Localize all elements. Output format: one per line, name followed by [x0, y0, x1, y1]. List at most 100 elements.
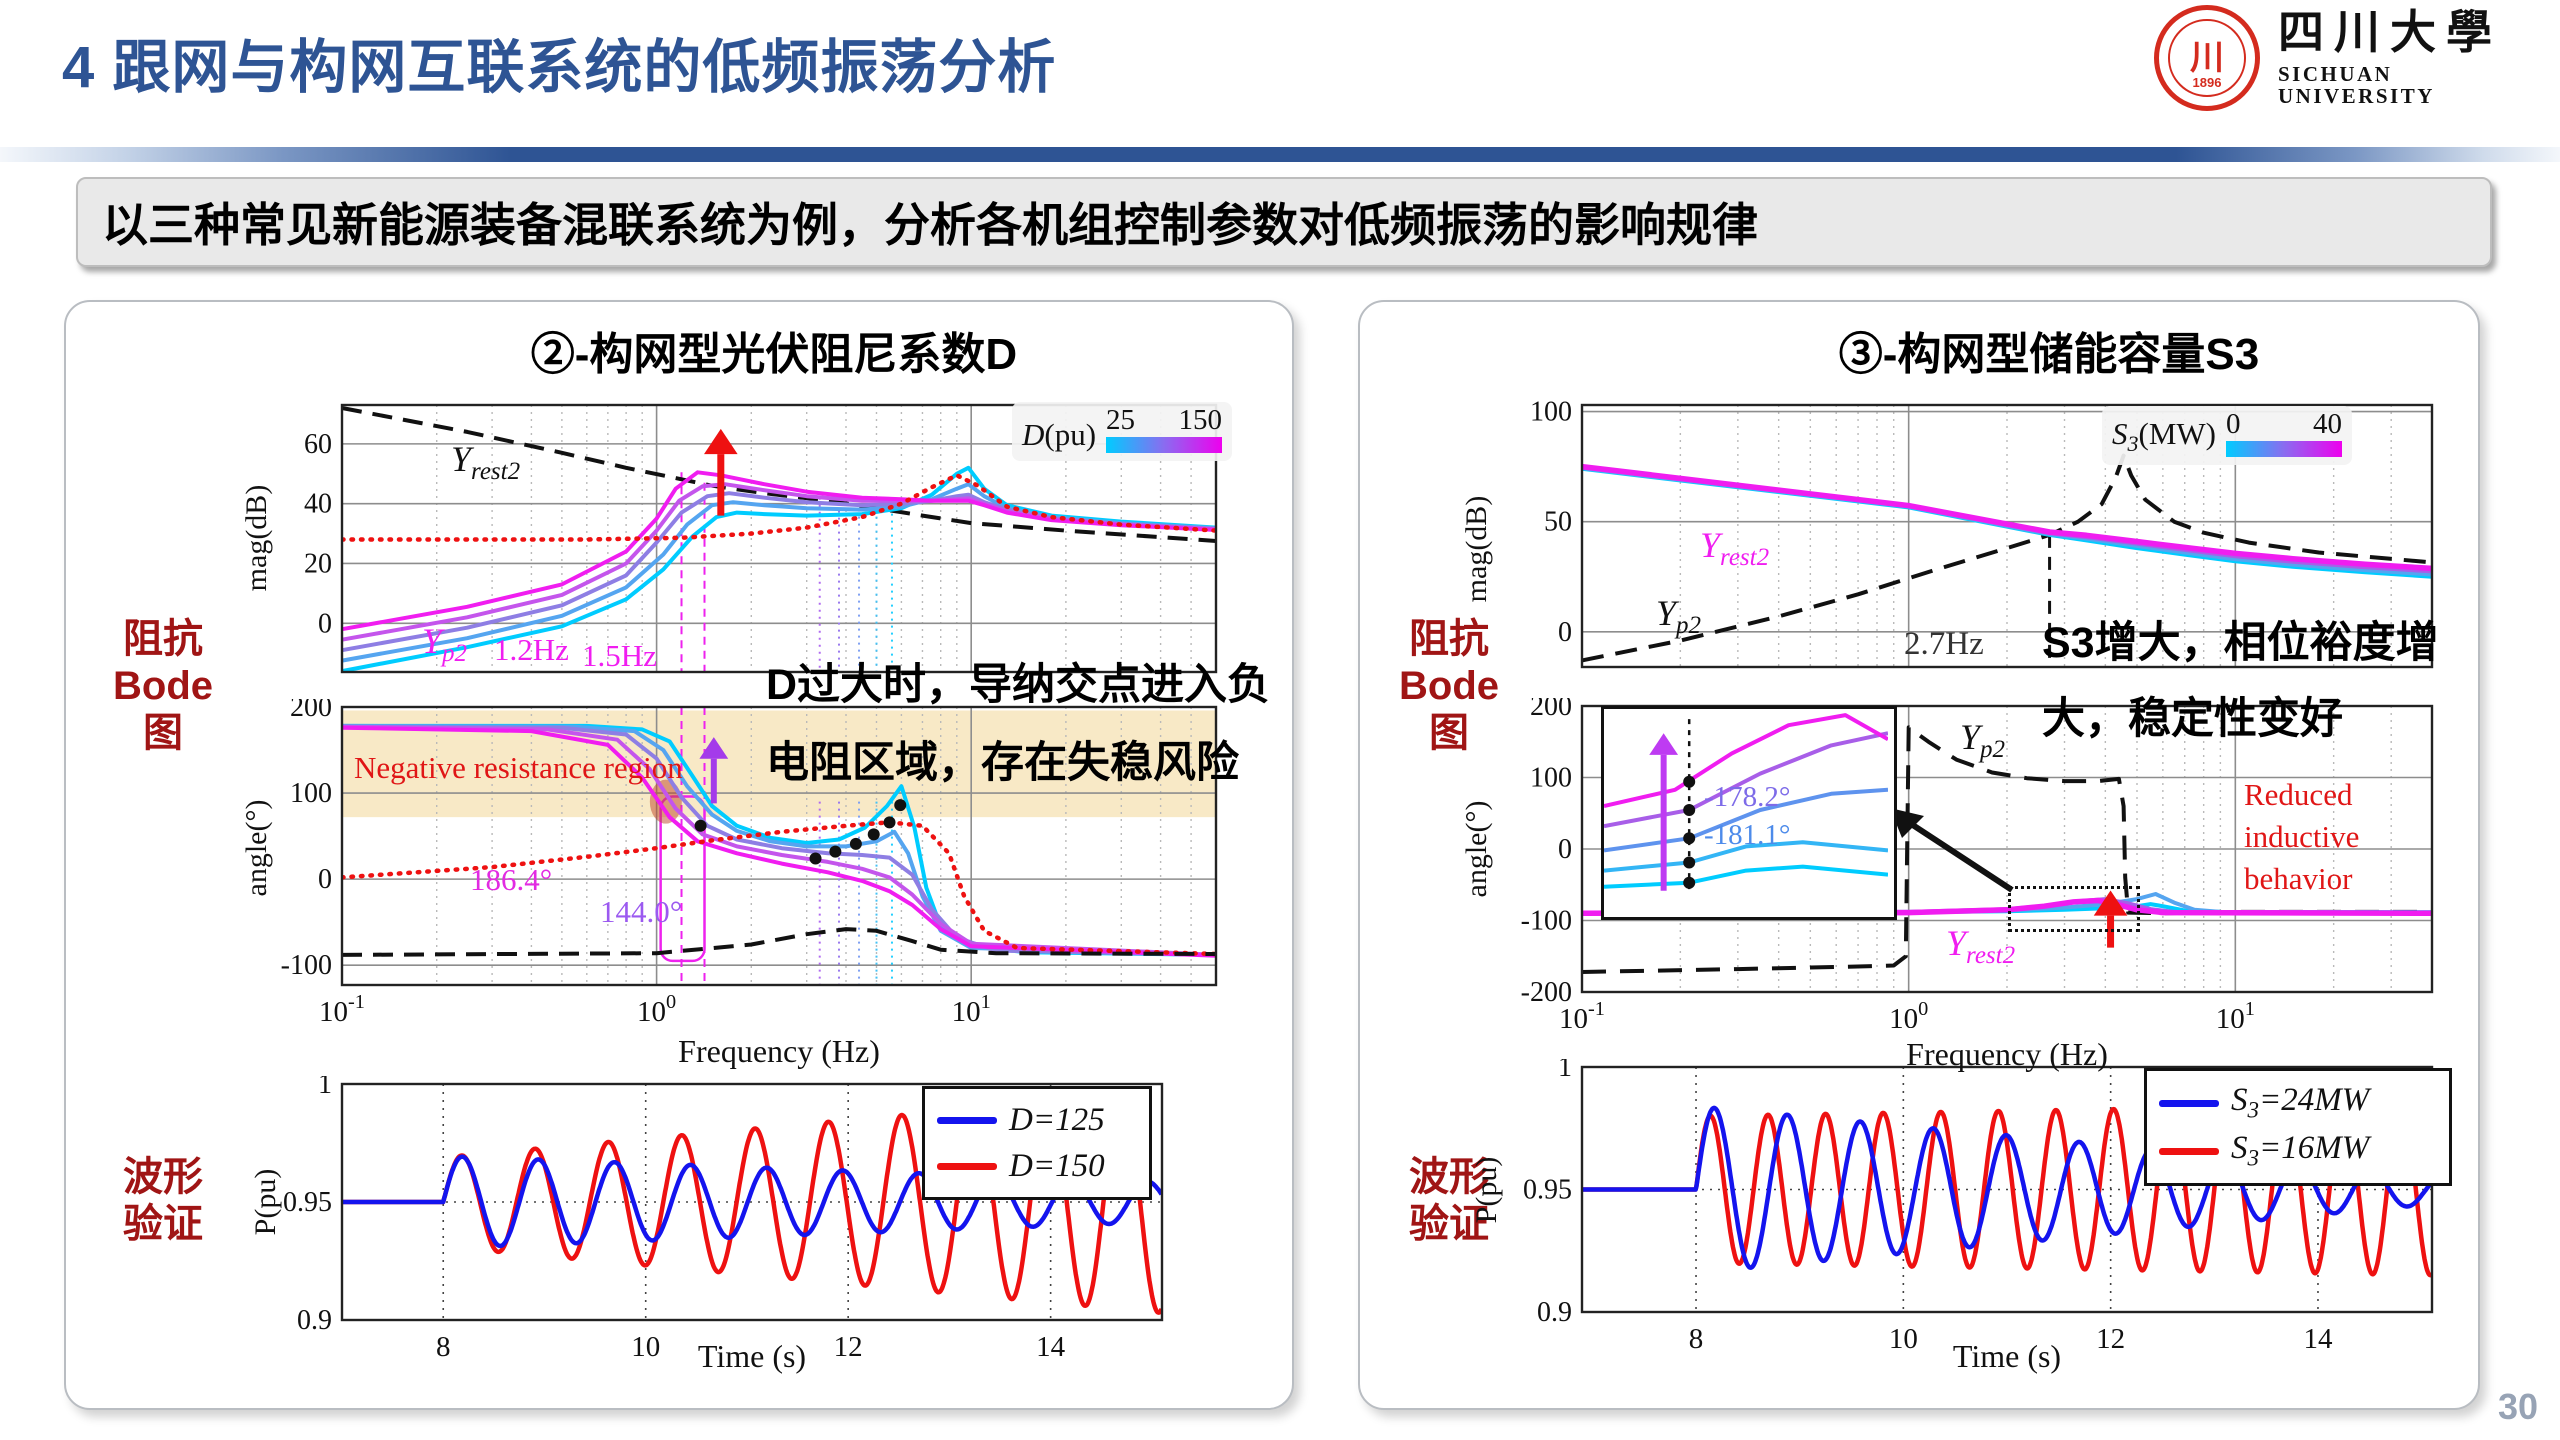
logo-chinese-name: 四川大學	[2278, 6, 2502, 58]
y-tick-label: 40	[304, 489, 332, 520]
university-logo: 川 1896 四川大學 SICHUAN UNIVERSITY	[2154, 5, 2554, 111]
marker-dot	[894, 799, 907, 812]
axes-border	[1580, 403, 2434, 669]
blue-line-swatch	[937, 1116, 997, 1124]
marker-dot	[1683, 775, 1696, 788]
x-tick-label: 100	[1889, 998, 1928, 1028]
left-angle-bode-chart: 200 100 0 -100 10-1 100 101	[281, 699, 1218, 1028]
axes-border	[1580, 1065, 2434, 1314]
right-mag-ylabel: mag(dB)	[1460, 495, 1493, 603]
blue-line-swatch	[2159, 1099, 2219, 1107]
series-red-dotted	[341, 820, 1217, 957]
right-angle-yrest2-label: Yrest2	[1946, 923, 2016, 970]
x-tick-label: 12	[834, 1331, 863, 1363]
x-tick-label: 12	[2096, 1323, 2125, 1355]
inset-deg2-label: -181.1°	[1704, 819, 1791, 851]
zoom-connector-arrow	[1890, 808, 2014, 893]
marker-dot	[883, 816, 896, 829]
y-tick-label: 0.9	[1537, 1297, 1572, 1328]
left-wave-legend: D=125 D=150	[922, 1086, 1152, 1200]
series-D56	[341, 482, 1217, 663]
series-D150-Yp2	[341, 470, 1217, 632]
x-tick-label: 100	[637, 991, 676, 1028]
left-freq2-label: 1.5Hz	[582, 638, 657, 673]
right-colorbar-gradient	[2225, 441, 2342, 457]
right-colorbar-label: S3(MW)	[2112, 415, 2216, 456]
right-wave-xlabel: Time (s)	[1952, 1338, 2062, 1374]
y-tick-label: 60	[304, 429, 332, 460]
y-tick-label: -100	[1521, 906, 1572, 937]
zoom-source-rect	[2008, 886, 2140, 932]
x-tick-label: 10-1	[319, 991, 365, 1028]
red-line-swatch	[937, 1162, 997, 1170]
series-D56	[341, 723, 1217, 957]
marker-dot	[1683, 856, 1696, 869]
left-mag-ylabel: mag(dB)	[240, 484, 273, 592]
left-freq1-label: 1.2Hz	[494, 632, 569, 667]
right-colorbar-max: 40	[2312, 408, 2342, 440]
left-deg1-label: 186.4°	[470, 862, 553, 897]
y-tick-label: 0.9	[297, 1305, 332, 1336]
x-tick-label: 10	[1889, 1323, 1918, 1355]
logo-english-name: SICHUAN UNIVERSITY	[2278, 62, 2435, 109]
x-tick-label: 101	[952, 991, 991, 1028]
left-wave-ylabel: P(pu)	[249, 1168, 282, 1236]
x-tick-label: 8	[436, 1331, 451, 1363]
x-tick-label: 10	[631, 1331, 660, 1363]
arrow-head	[704, 428, 738, 455]
marker-dot	[1683, 876, 1696, 889]
right-wave-ylabel: P(pu)	[1470, 1156, 1503, 1224]
series-S3-40-Yrest2	[1581, 463, 2433, 572]
y-tick-label: 0	[1558, 617, 1572, 648]
axes-border	[1580, 704, 2434, 994]
university-seal-icon: 川 1896	[2154, 5, 2260, 111]
y-tick-label: 100	[290, 778, 332, 809]
series-red-dotted	[341, 473, 1217, 542]
page-title: 4 跟网与构网互联系统的低频振荡分析	[62, 35, 1057, 100]
left-wave-side-label: 波形 验证	[123, 1155, 203, 1247]
left-mag-bode-chart: 60 40 20 0	[304, 403, 1218, 674]
legend-label-d150: D=150	[1009, 1147, 1105, 1184]
y-tick-label: 0	[318, 864, 332, 895]
left-colorbar-gradient	[1106, 437, 1223, 453]
left-colorbar-legend: D(pu) 25 150	[1012, 402, 1233, 461]
negative-resistance-label: Negative resistance region	[354, 750, 683, 785]
marker-dot	[829, 845, 842, 858]
x-tick-label: 101	[2216, 998, 2255, 1028]
reduced-inductive-note: Reduced inductive behavior	[2244, 777, 2360, 896]
logo-text: 四川大學 SICHUAN UNIVERSITY	[2278, 6, 2554, 109]
x-tick-label: 8	[1689, 1323, 1704, 1355]
left-annotation-line2: 电阻区域，存在失稳风险	[766, 739, 1239, 787]
y-tick-label: 200	[1530, 698, 1572, 722]
series-D150	[341, 725, 1217, 958]
right-angle-yp2-label: Yp2	[1960, 717, 2006, 764]
right-annotation-line2: 大，稳定性变好	[2042, 695, 2343, 743]
right-colorbar: 0 40	[2225, 408, 2342, 457]
seal-inner-ring	[2168, 19, 2246, 97]
panel-storage-capacity: ③-构网型储能容量S3 阻抗 Bode 图 波形 验证 100 50 0 200 10…	[1358, 300, 2480, 1410]
left-bode-xlabel: Frequency (Hz)	[678, 1033, 880, 1069]
series-black-dashed	[341, 927, 1217, 957]
arrow-head	[1649, 733, 1679, 755]
right-bode-side-label: 阻抗 Bode 图	[1399, 617, 1499, 756]
right-colorbar-min: 0	[2225, 408, 2241, 440]
left-panel-title: ②-构网型光伏阻尼系数D	[530, 330, 1018, 379]
y-tick-label: 1	[1558, 1059, 1572, 1083]
series-Yp2	[1581, 453, 2433, 663]
marker-dot	[809, 852, 822, 865]
y-tick-label: 100	[1530, 397, 1572, 428]
subtitle-text: 以三种常见新能源装备混联系统为例，分析各机组控制参数对低频振荡的影响规律	[102, 199, 1758, 251]
left-bode-side-label: 阻抗 Bode 图	[113, 617, 213, 756]
inset-chart	[1604, 713, 1888, 895]
axes-border	[340, 705, 1218, 987]
left-wave-xlabel: Time (s)	[697, 1338, 807, 1374]
legend-row-s16: S3=16MW	[2159, 1129, 2437, 1173]
left-colorbar-label: D(pu)	[1022, 417, 1097, 452]
x-tick-label: 14	[2303, 1323, 2333, 1355]
red-line-swatch	[2159, 1147, 2219, 1155]
right-bode-xlabel: Frequency (Hz)	[1906, 1036, 2108, 1072]
left-deg2-label: 144.0°	[600, 894, 683, 929]
series-D25	[341, 465, 1217, 674]
arrow-head	[699, 737, 729, 759]
